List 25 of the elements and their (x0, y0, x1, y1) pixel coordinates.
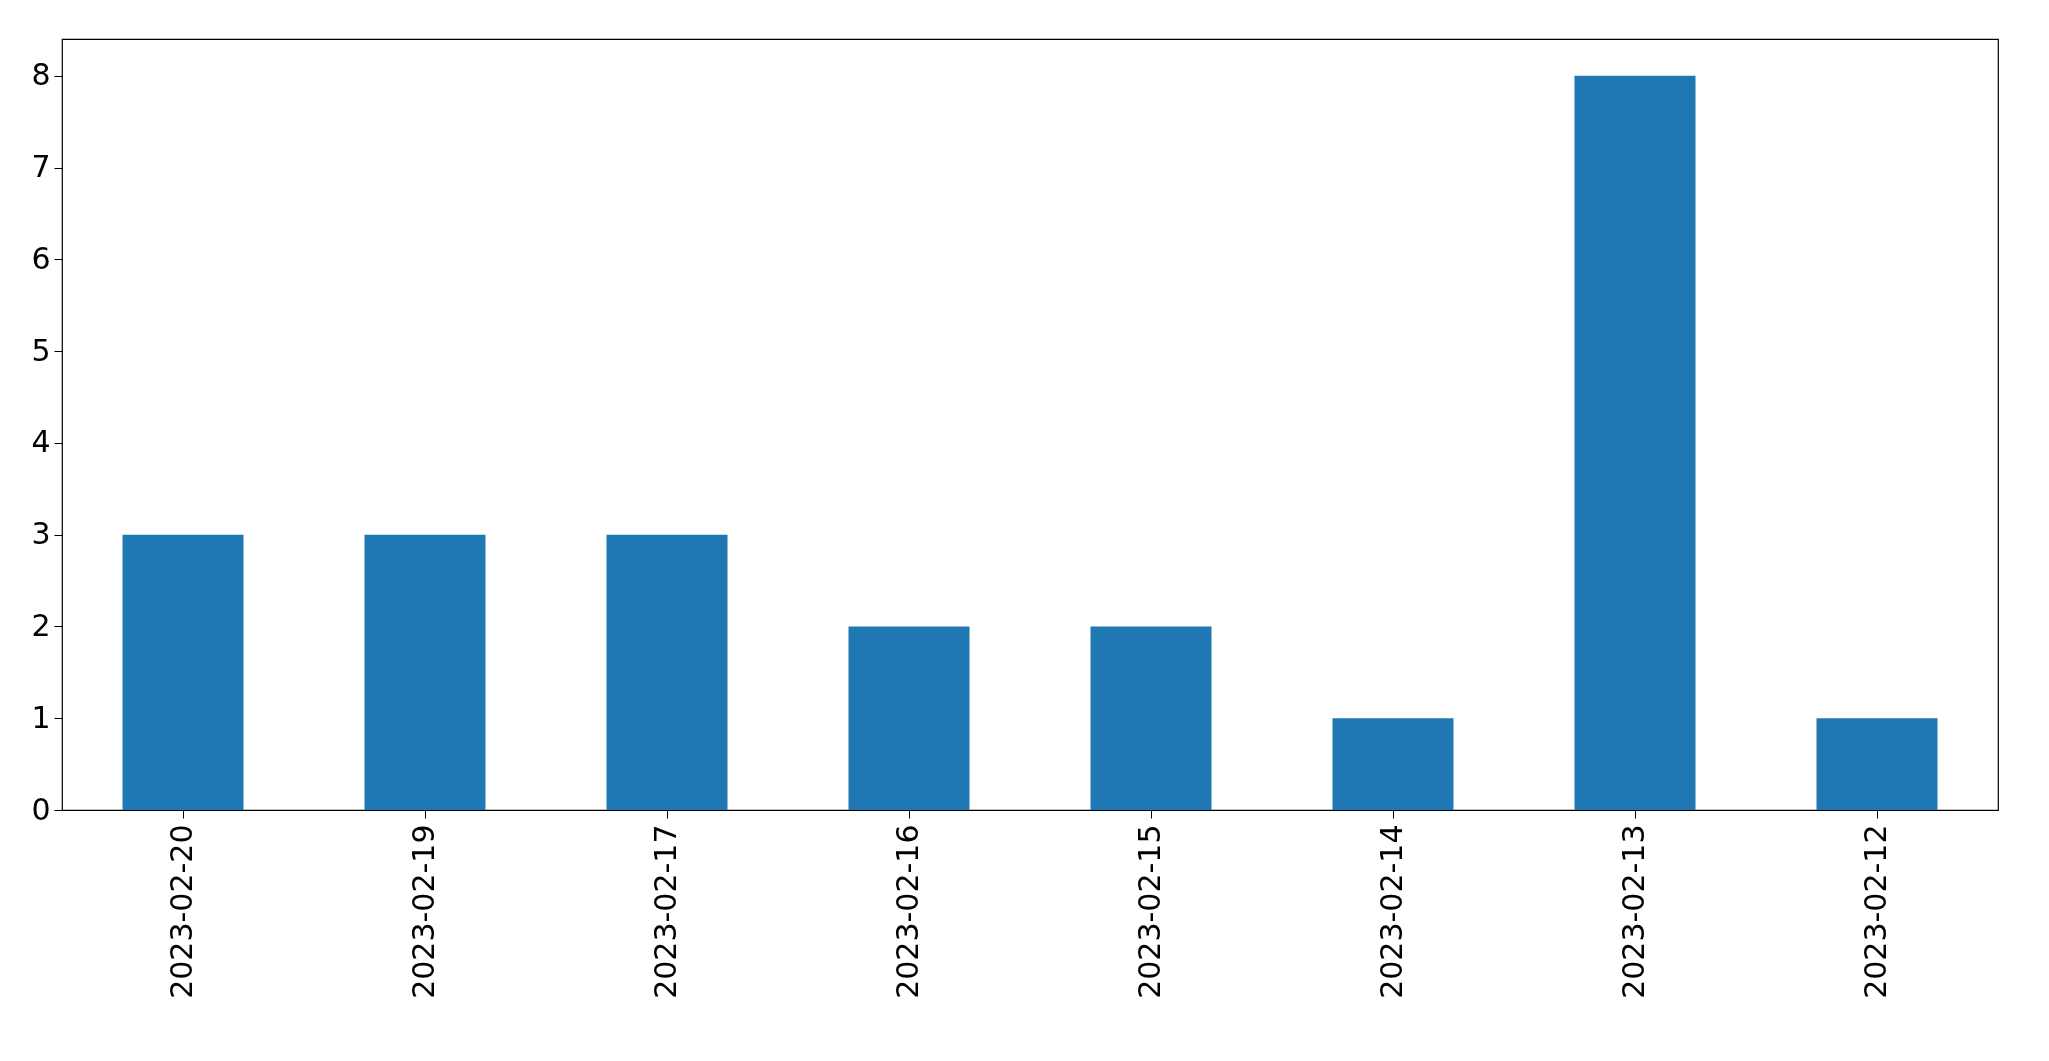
y-tick-label: 4 (31, 424, 51, 460)
y-tick-label: 8 (31, 57, 51, 93)
bar (606, 534, 728, 810)
x-tick-label: 2023-02-16 (890, 824, 925, 999)
y-tick-label: 6 (31, 240, 51, 276)
bar (848, 626, 970, 810)
x-tick-label: 2023-02-19 (406, 824, 441, 999)
y-tick-label: 7 (31, 149, 51, 184)
y-tick-label: 5 (31, 332, 51, 368)
bar (1332, 718, 1454, 810)
y-tick-label: 0 (31, 791, 51, 827)
bar (1816, 718, 1938, 810)
bar (122, 534, 244, 810)
bar (1574, 75, 1696, 810)
x-tick-label: 2023-02-17 (648, 824, 683, 999)
bar (1090, 626, 1212, 810)
y-tick-label: 2 (31, 607, 51, 643)
y-tick-label: 1 (31, 699, 51, 735)
x-tick-label: 2023-02-15 (1132, 824, 1167, 999)
x-tick-label: 2023-02-20 (164, 824, 199, 999)
bar (364, 534, 486, 810)
x-tick-label: 2023-02-12 (1858, 824, 1893, 999)
y-tick-label: 3 (31, 516, 51, 552)
x-tick-label: 2023-02-13 (1616, 824, 1651, 999)
x-tick-label: 2023-02-14 (1374, 824, 1409, 999)
